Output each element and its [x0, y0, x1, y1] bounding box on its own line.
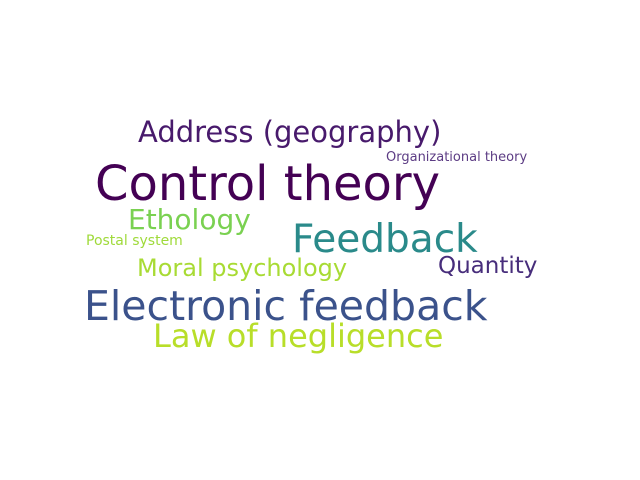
word-control-theory: Control theory: [95, 156, 441, 212]
word-ethology: Ethology: [128, 203, 251, 236]
word-organizational-theory: Organizational theory: [386, 150, 528, 165]
word-feedback: Feedback: [292, 217, 478, 262]
word-law-of-negligence: Law of negligence: [153, 317, 444, 355]
word-quantity: Quantity: [438, 253, 538, 279]
word-address-geography: Address (geography): [138, 115, 442, 149]
word-postal-system: Postal system: [86, 233, 183, 249]
word-electronic-feedback: Electronic feedback: [84, 282, 488, 330]
word-moral-psychology: Moral psychology: [137, 254, 348, 282]
